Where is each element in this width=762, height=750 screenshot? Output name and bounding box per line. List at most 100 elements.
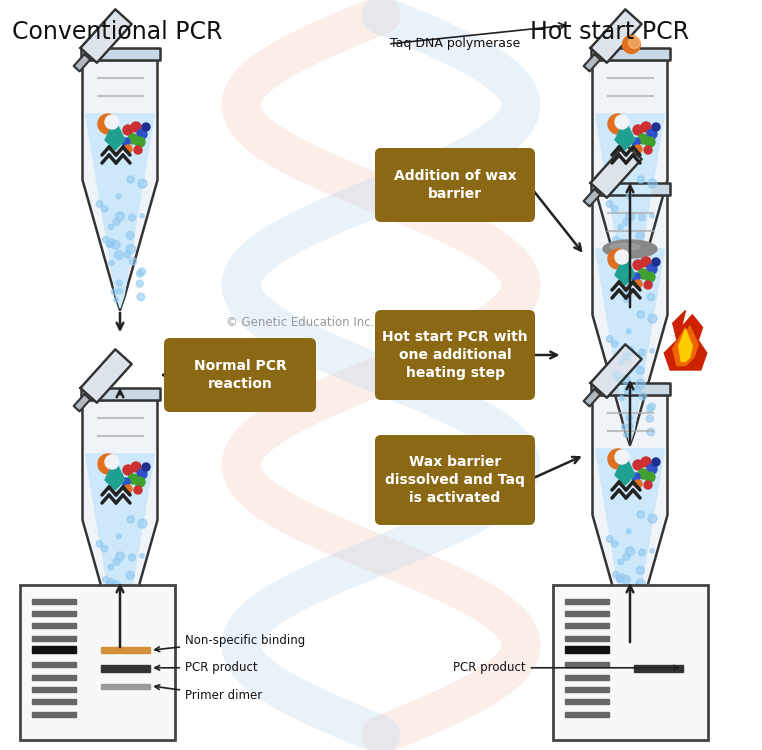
- Circle shape: [616, 238, 625, 248]
- Circle shape: [96, 541, 103, 548]
- Circle shape: [611, 206, 618, 212]
- Circle shape: [117, 194, 121, 199]
- Polygon shape: [81, 350, 132, 403]
- Circle shape: [124, 591, 131, 598]
- Circle shape: [114, 251, 123, 260]
- Circle shape: [646, 615, 653, 622]
- Circle shape: [626, 212, 635, 220]
- Circle shape: [632, 273, 640, 281]
- Circle shape: [652, 258, 660, 266]
- Circle shape: [623, 218, 630, 226]
- Circle shape: [650, 549, 654, 553]
- Circle shape: [621, 424, 627, 430]
- Polygon shape: [591, 48, 670, 60]
- Circle shape: [117, 620, 123, 626]
- Circle shape: [615, 250, 629, 264]
- Circle shape: [618, 560, 623, 565]
- Circle shape: [126, 572, 134, 580]
- Bar: [565, 636, 609, 640]
- Circle shape: [122, 478, 130, 486]
- Circle shape: [626, 529, 631, 534]
- Circle shape: [646, 605, 653, 612]
- Text: Non-specific binding: Non-specific binding: [155, 634, 306, 652]
- Text: Conventional PCR: Conventional PCR: [12, 20, 223, 44]
- Circle shape: [639, 549, 645, 556]
- Circle shape: [638, 469, 648, 479]
- Polygon shape: [595, 249, 664, 443]
- Circle shape: [136, 280, 143, 287]
- Circle shape: [129, 554, 136, 561]
- Polygon shape: [615, 455, 635, 485]
- Circle shape: [641, 257, 651, 267]
- Circle shape: [626, 280, 632, 286]
- Circle shape: [131, 462, 141, 472]
- Circle shape: [647, 428, 655, 436]
- Bar: [33, 687, 75, 692]
- Bar: [565, 611, 609, 616]
- Circle shape: [607, 335, 613, 342]
- Circle shape: [137, 129, 147, 139]
- Circle shape: [639, 592, 647, 600]
- Bar: [33, 611, 75, 616]
- Circle shape: [619, 260, 624, 266]
- Circle shape: [633, 460, 643, 470]
- Circle shape: [644, 146, 652, 154]
- Polygon shape: [82, 60, 158, 310]
- Circle shape: [626, 615, 632, 621]
- Circle shape: [648, 603, 655, 610]
- Circle shape: [114, 638, 118, 642]
- Circle shape: [623, 433, 628, 437]
- Circle shape: [638, 134, 648, 144]
- Circle shape: [626, 415, 632, 422]
- Circle shape: [632, 473, 640, 481]
- Circle shape: [109, 260, 114, 266]
- Circle shape: [126, 244, 136, 254]
- Circle shape: [641, 122, 651, 132]
- Circle shape: [96, 200, 103, 207]
- Circle shape: [135, 137, 145, 147]
- Circle shape: [607, 200, 613, 207]
- Circle shape: [648, 514, 657, 523]
- Circle shape: [138, 268, 146, 275]
- Circle shape: [623, 554, 630, 560]
- Circle shape: [633, 125, 643, 135]
- Polygon shape: [594, 147, 639, 195]
- Polygon shape: [593, 60, 668, 310]
- Circle shape: [137, 469, 147, 479]
- Circle shape: [137, 633, 145, 640]
- Polygon shape: [595, 449, 664, 643]
- Circle shape: [116, 552, 124, 561]
- Circle shape: [638, 269, 648, 279]
- Circle shape: [136, 270, 143, 277]
- Polygon shape: [83, 12, 129, 60]
- Circle shape: [111, 241, 120, 249]
- Circle shape: [138, 608, 146, 615]
- Circle shape: [626, 329, 631, 334]
- Circle shape: [608, 114, 628, 134]
- Circle shape: [627, 288, 633, 294]
- Circle shape: [621, 624, 627, 630]
- Circle shape: [608, 449, 628, 469]
- Circle shape: [106, 581, 112, 587]
- Circle shape: [622, 241, 630, 249]
- Circle shape: [111, 580, 120, 589]
- Circle shape: [616, 242, 623, 248]
- Circle shape: [629, 37, 640, 49]
- Circle shape: [645, 472, 655, 482]
- Polygon shape: [591, 144, 642, 198]
- Bar: [565, 662, 609, 668]
- Circle shape: [113, 218, 120, 226]
- Circle shape: [623, 632, 628, 637]
- Circle shape: [615, 115, 629, 129]
- Circle shape: [107, 238, 115, 248]
- Circle shape: [639, 350, 645, 356]
- Bar: [101, 647, 150, 653]
- Circle shape: [646, 405, 653, 412]
- Circle shape: [117, 288, 123, 294]
- Circle shape: [618, 359, 623, 364]
- Polygon shape: [105, 460, 125, 490]
- Polygon shape: [584, 54, 600, 71]
- Bar: [101, 684, 150, 688]
- Circle shape: [138, 179, 147, 188]
- Circle shape: [140, 214, 144, 218]
